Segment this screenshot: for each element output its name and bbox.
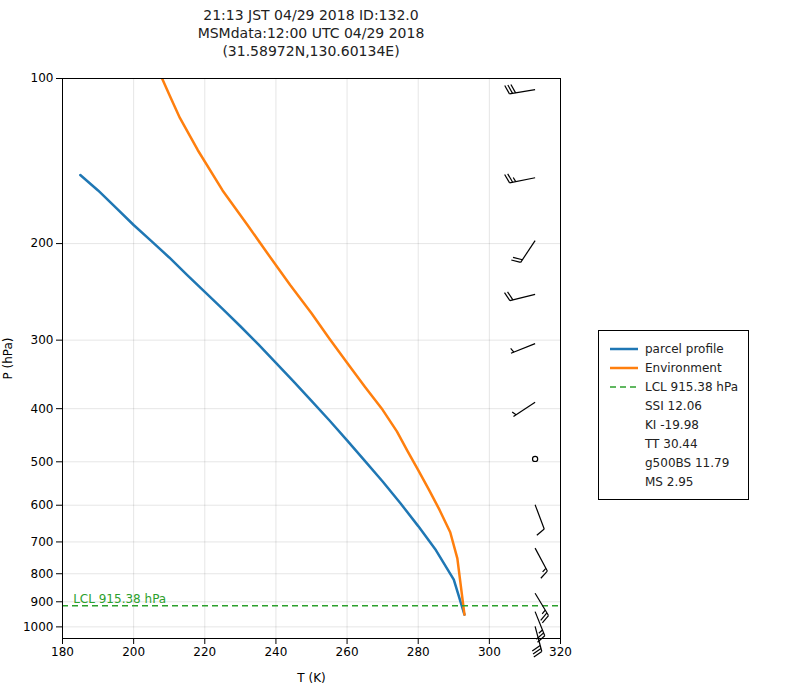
svg-text:180: 180	[51, 645, 74, 659]
html-text:g500BS 11.79: g500BS 11.79	[645, 455, 730, 470]
html-text:MSMdata:12:00 UTC 04/29 2018: MSMdata:12:00 UTC 04/29 2018	[197, 25, 425, 41]
svg-text:LCL 915.38 hPa: LCL 915.38 hPa	[73, 592, 166, 606]
html-text:parcel profile: parcel profile	[645, 341, 724, 356]
html-text:MS 2.95: MS 2.95	[645, 474, 694, 489]
svg-text:400: 400	[31, 401, 54, 415]
svg-text:260: 260	[336, 645, 359, 659]
svg-text:900: 900	[31, 595, 54, 609]
html-text:SSI 12.06: SSI 12.06	[645, 398, 702, 413]
svg-text:200: 200	[122, 645, 145, 659]
svg-text:T (K): T (K)	[296, 671, 325, 685]
svg-text:500: 500	[31, 455, 54, 469]
svg-text:800: 800	[31, 567, 54, 581]
html-text:(31.58972N,130.60134E): (31.58972N,130.60134E)	[222, 43, 400, 59]
svg-text:320: 320	[549, 645, 572, 659]
html-text:LCL 915.38 hPa: LCL 915.38 hPa	[645, 379, 738, 394]
html-text:KI -19.98: KI -19.98	[645, 417, 699, 432]
svg-text:300: 300	[478, 645, 501, 659]
svg-text:100: 100	[31, 71, 54, 85]
svg-text:P (hPa): P (hPa)	[1, 337, 15, 379]
html-text:21:13 JST 04/29 2018 ID:132.0: 21:13 JST 04/29 2018 ID:132.0	[203, 7, 419, 23]
svg-text:240: 240	[264, 645, 287, 659]
html-text:Environment: Environment	[645, 360, 722, 375]
svg-text:1000: 1000	[23, 620, 54, 634]
svg-text:700: 700	[31, 535, 54, 549]
svg-text:600: 600	[31, 498, 54, 512]
svg-text:220: 220	[193, 645, 216, 659]
svg-text:300: 300	[31, 333, 54, 347]
svg-text:280: 280	[407, 645, 430, 659]
html-text:TT 30.44: TT 30.44	[645, 436, 698, 451]
svg-text:200: 200	[31, 236, 54, 250]
